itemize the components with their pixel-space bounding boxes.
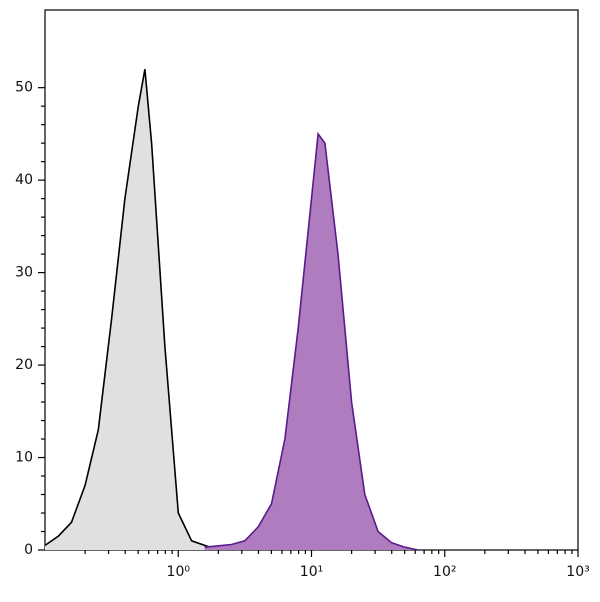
- histogram-area: [204, 133, 419, 550]
- histogram-line: [44, 69, 219, 551]
- histogram-area: [45, 69, 219, 550]
- x-tick-label: 10¹: [300, 564, 323, 580]
- x-tick-label: 10⁰: [167, 564, 191, 580]
- x-tick-label: 10²: [433, 564, 456, 580]
- y-tick-label: 30: [15, 265, 33, 281]
- histogram-line: [204, 131, 419, 551]
- y-tick-label: 10: [15, 450, 33, 466]
- y-tick-label: 20: [15, 357, 33, 373]
- y-tick-label: 0: [24, 542, 33, 558]
- y-tick-label: 40: [15, 172, 33, 188]
- y-tick-label: 50: [15, 80, 33, 96]
- x-tick-label: 10³: [566, 564, 589, 580]
